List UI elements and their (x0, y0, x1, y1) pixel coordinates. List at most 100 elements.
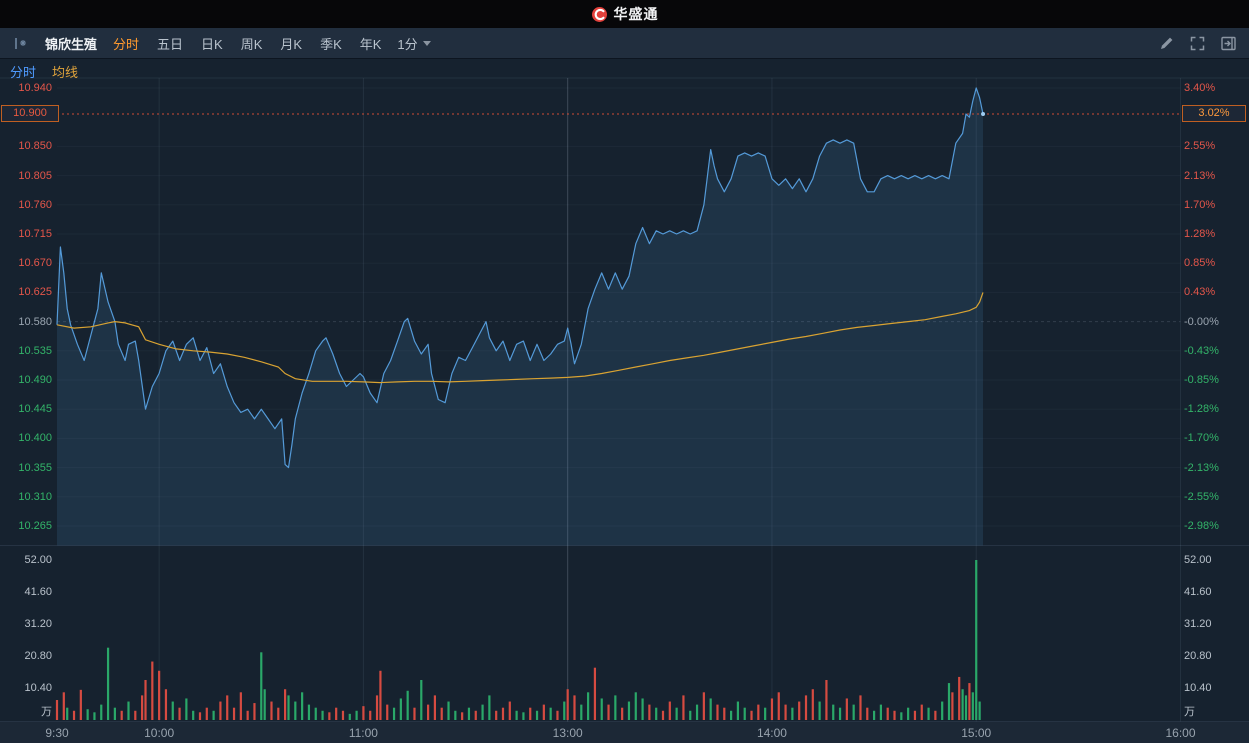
volume-bar (440, 707, 443, 720)
volume-bar (535, 710, 539, 720)
volume-bar (743, 707, 746, 720)
volume-bar (682, 695, 685, 720)
volume-bar (764, 707, 767, 720)
volume-bar (770, 698, 774, 720)
current-price-label: 10.900 (1, 105, 59, 123)
volume-bar (151, 661, 154, 720)
volume-bar (501, 707, 505, 720)
volume-bar (270, 701, 273, 720)
volume-bar (301, 692, 304, 720)
volume-bar (920, 704, 923, 720)
fullscreen-icon[interactable] (1189, 35, 1206, 52)
volume-bar (811, 689, 814, 720)
period-tab-年K[interactable]: 年K (359, 36, 382, 52)
volume-bar (399, 698, 402, 720)
volume-bar (375, 695, 379, 720)
volume-bar (971, 692, 974, 720)
toolbar-icons (1158, 35, 1237, 52)
volume-bar (433, 695, 437, 720)
volume-bar (845, 698, 848, 720)
volume-bar (369, 710, 372, 720)
chart-toolbar: 锦欣生殖 分时 五日 日K 周K 月K 季K 年K 1分 (0, 28, 1249, 59)
app-header: 华盛通 (0, 0, 1249, 28)
volume-bar (335, 707, 338, 720)
volume-bar (563, 701, 566, 720)
volume-bar (260, 652, 263, 720)
volume-bar (641, 698, 644, 720)
volume-bar (106, 647, 110, 720)
volume-bar (529, 707, 532, 720)
overlay-tab-均线[interactable]: 均线 (52, 65, 79, 80)
volume-bar (573, 695, 576, 720)
period-tab-周K[interactable]: 周K (240, 36, 263, 52)
period-tab-月K[interactable]: 月K (280, 36, 303, 52)
volume-bar (975, 560, 978, 720)
volume-bar (893, 710, 896, 720)
volume-bar (158, 670, 161, 720)
volume-bar (818, 701, 821, 720)
volume-bar (454, 710, 457, 720)
volume-bar (386, 704, 389, 720)
volume-bar (392, 707, 396, 720)
collapse-panel-icon[interactable] (1220, 35, 1237, 52)
watchlist-panel-icon[interactable] (12, 35, 29, 52)
interval-selector[interactable]: 1分 (397, 34, 431, 53)
volume-bar (287, 695, 290, 720)
volume-bar (964, 695, 968, 720)
volume-bar (79, 689, 82, 720)
volume-bar (716, 704, 719, 720)
volume-bar (314, 707, 317, 720)
volume-bar (294, 701, 297, 720)
volume-bar (549, 707, 552, 720)
volume-bar (447, 701, 450, 720)
volume-bar (900, 712, 903, 720)
volume-bar (488, 695, 491, 720)
volume-bar (777, 692, 780, 720)
volume-bar (508, 701, 511, 720)
volume-bar (730, 710, 733, 720)
volume-bar (958, 676, 961, 720)
volume-bar (852, 704, 855, 720)
volume-bar (587, 692, 590, 720)
volume-bar (515, 710, 518, 720)
volume-bar (600, 698, 603, 720)
volume-bar (825, 680, 828, 720)
volume-bar (495, 710, 498, 720)
period-tab-季K[interactable]: 季K (320, 36, 342, 52)
volume-bar (246, 710, 249, 720)
volume-bar (872, 710, 876, 720)
volume-bar (668, 701, 671, 720)
volume-bar (709, 698, 712, 720)
volume-bar (93, 712, 96, 720)
volume-bar (689, 710, 692, 720)
volume-bar (321, 710, 324, 720)
volume-bar (702, 692, 705, 720)
volume-bar (621, 707, 624, 720)
volume-bar (426, 704, 430, 720)
edit-icon[interactable] (1158, 35, 1175, 52)
volume-bar (239, 692, 242, 720)
volume-bar (913, 710, 917, 720)
volume-bar (968, 683, 971, 720)
period-tab-五日[interactable]: 五日 (157, 36, 184, 52)
volume-bar (212, 710, 215, 720)
volume-bar (192, 710, 195, 720)
volume-bar (798, 701, 801, 720)
chevron-down-icon (422, 40, 431, 46)
current-change-label: 3.02% (1182, 105, 1246, 123)
volume-bar (934, 710, 937, 720)
period-tab-日K[interactable]: 日K (201, 36, 223, 52)
volume-bar (474, 710, 477, 720)
price-series-line (56, 87, 984, 469)
overlay-tab-分时[interactable]: 分时 (10, 65, 37, 80)
volume-bar (134, 710, 137, 720)
volume-bar (886, 707, 889, 720)
volume-bar (461, 712, 464, 720)
volume-bar (100, 704, 103, 720)
volume-bar (406, 690, 409, 720)
huasheng-logo-icon (591, 6, 607, 22)
volume-bar (205, 707, 208, 720)
period-tab-分时[interactable]: 分时 (113, 36, 140, 52)
